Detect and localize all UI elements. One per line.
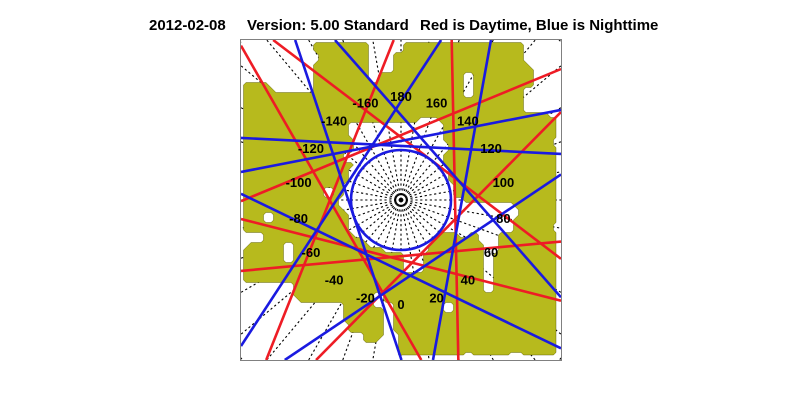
svg-text:20: 20 — [429, 291, 443, 306]
svg-text:-40: -40 — [325, 273, 344, 288]
svg-text:120: 120 — [480, 141, 502, 156]
svg-text:-120: -120 — [298, 141, 324, 156]
svg-text:60: 60 — [484, 245, 498, 260]
svg-text:-20: -20 — [356, 291, 375, 306]
svg-text:-160: -160 — [352, 95, 378, 110]
svg-text:160: 160 — [426, 95, 448, 110]
svg-text:-140: -140 — [321, 113, 347, 128]
svg-text:180: 180 — [390, 89, 412, 104]
svg-text:100: 100 — [493, 175, 515, 190]
svg-text:-100: -100 — [286, 175, 312, 190]
svg-text:140: 140 — [457, 113, 479, 128]
svg-text:0: 0 — [397, 297, 404, 312]
svg-text:-60: -60 — [302, 245, 321, 260]
svg-text:-80: -80 — [289, 211, 308, 226]
svg-text:40: 40 — [461, 273, 475, 288]
svg-text:80: 80 — [496, 211, 510, 226]
